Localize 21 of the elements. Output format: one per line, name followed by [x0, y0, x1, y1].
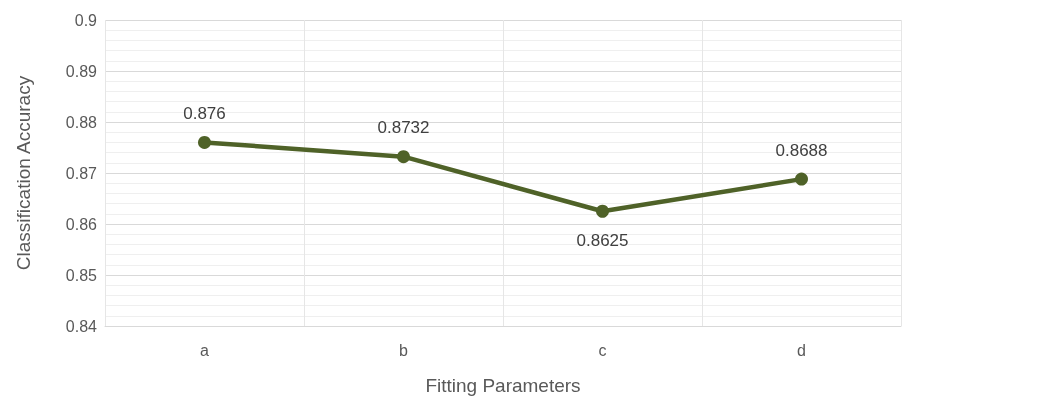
point [397, 150, 410, 164]
y-tick-label: 0.89 [65, 62, 98, 80]
point [795, 172, 808, 186]
y-tick-label: 0.84 [65, 317, 98, 335]
x-tick-label: d [797, 341, 806, 359]
x-axis-title: Fitting Parameters [425, 375, 581, 396]
data-label: 0.8688 [775, 140, 828, 160]
y-tick-label: 0.85 [65, 266, 98, 284]
x-tick-label: a [200, 341, 210, 359]
point [198, 135, 211, 149]
data-label: 0.8625 [576, 230, 629, 250]
data-label: 0.876 [183, 103, 226, 123]
y-axis-title: Classification Accuracy [13, 75, 34, 271]
y-tick-label: 0.88 [65, 113, 98, 131]
x-tick-label: b [399, 341, 409, 359]
data-label: 0.8732 [377, 118, 430, 138]
y-tick-label: 0.9 [74, 11, 98, 29]
x-tick-label: c [598, 341, 607, 359]
y-tick-label: 0.86 [65, 215, 98, 233]
point [596, 204, 609, 218]
y-tick-label: 0.87 [65, 164, 98, 182]
